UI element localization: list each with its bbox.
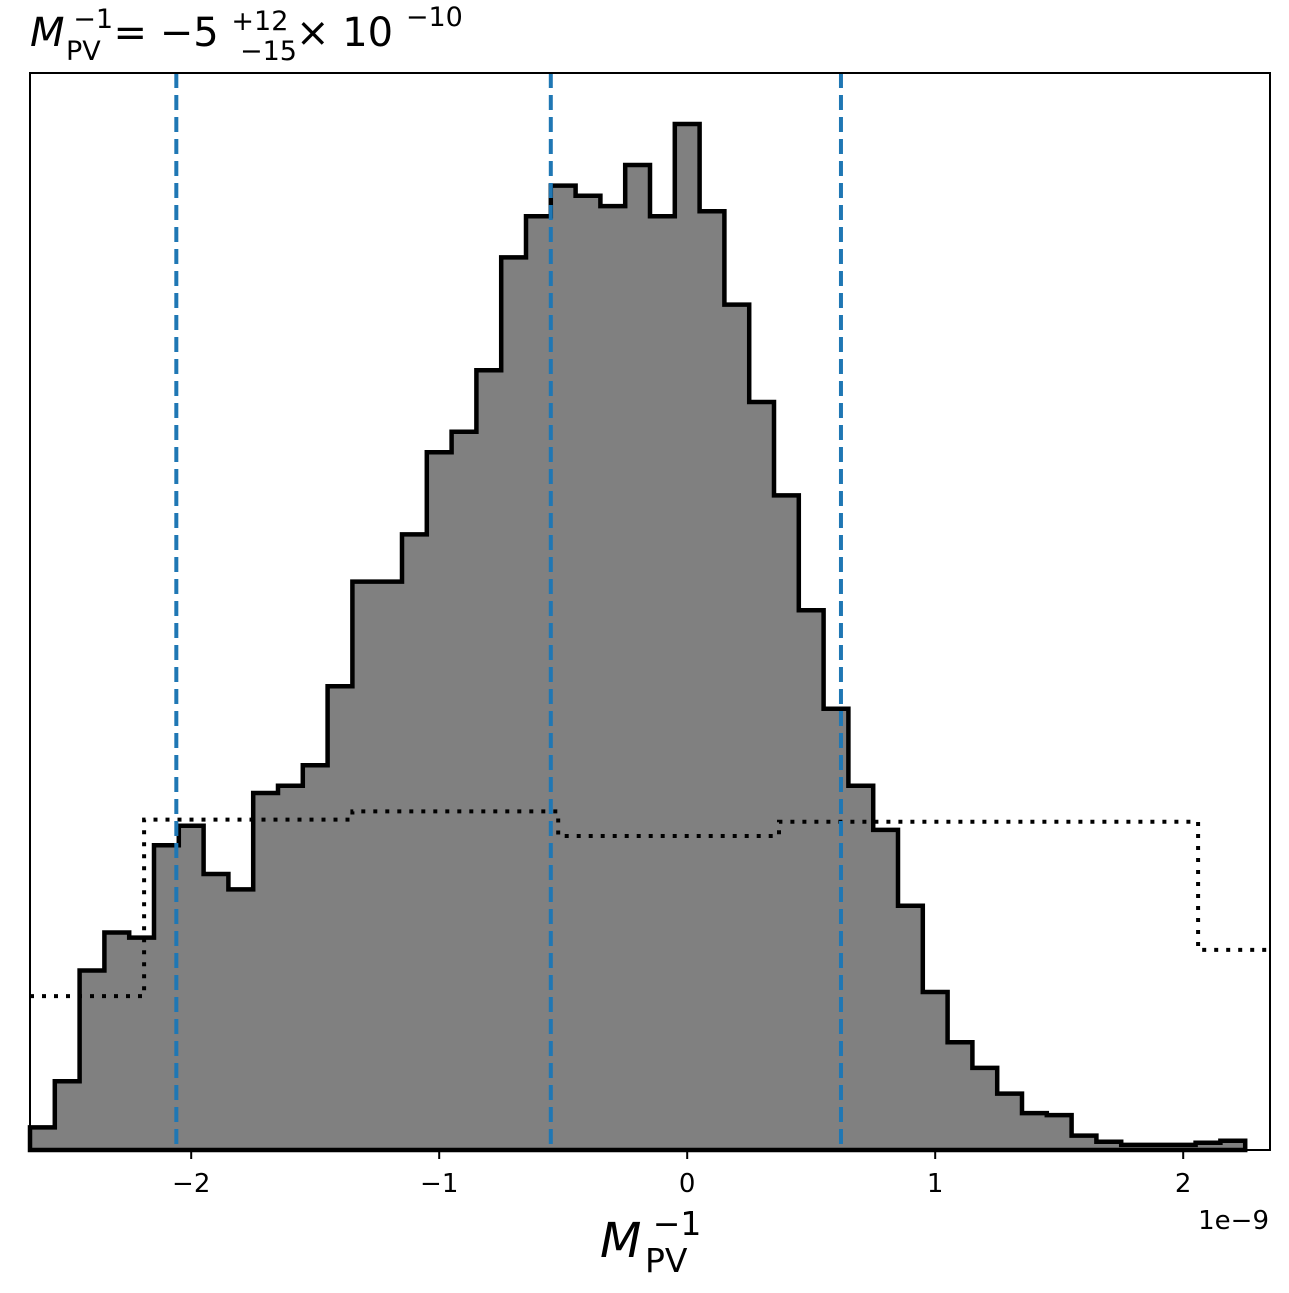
title-lhs-sub: PV [66,36,101,67]
x-axis-label: M −1 PV [600,1191,717,1280]
title-value: −5 [160,10,219,56]
title-lhs-symbol: M [30,10,65,56]
title-lower-error: −15 [240,36,297,67]
title-equals: = [113,10,159,56]
x-tick-label-5: 2 [1175,1169,1192,1199]
histogram-bars [27,121,1248,1153]
xlabel-sub: PV [645,1241,688,1280]
title-lhs-sup: −1 [73,4,113,35]
title-exponent: −10 [406,2,463,33]
x-tick-label-1: −2 [172,1169,210,1199]
x-axis: −2 −1 0 1 2 [172,1150,1191,1199]
plot-area [27,72,1271,1153]
svg-text:M −1 PV: M −1 PV = −5 +12 −15 × 10 −10 [30,0,463,70]
title-times-ten: × 10 [296,10,393,56]
xlabel-sup: −1 [653,1204,702,1243]
x-axis-offset: 1e−9 [1198,1206,1269,1236]
xlabel-symbol: M [600,1213,641,1269]
title-upper-error: +12 [231,6,288,37]
x-tick-label-2: −1 [420,1169,458,1199]
svg-text:M −1 PV: M −1 PV [600,1191,717,1280]
chart-title: M −1 PV = −5 +12 −15 × 10 −10 [30,0,463,70]
plot-frame [29,72,1271,1151]
x-tick-label-4: 1 [927,1169,944,1199]
x-tick-label-3: 0 [679,1169,696,1199]
quantile-lines [174,73,843,1150]
